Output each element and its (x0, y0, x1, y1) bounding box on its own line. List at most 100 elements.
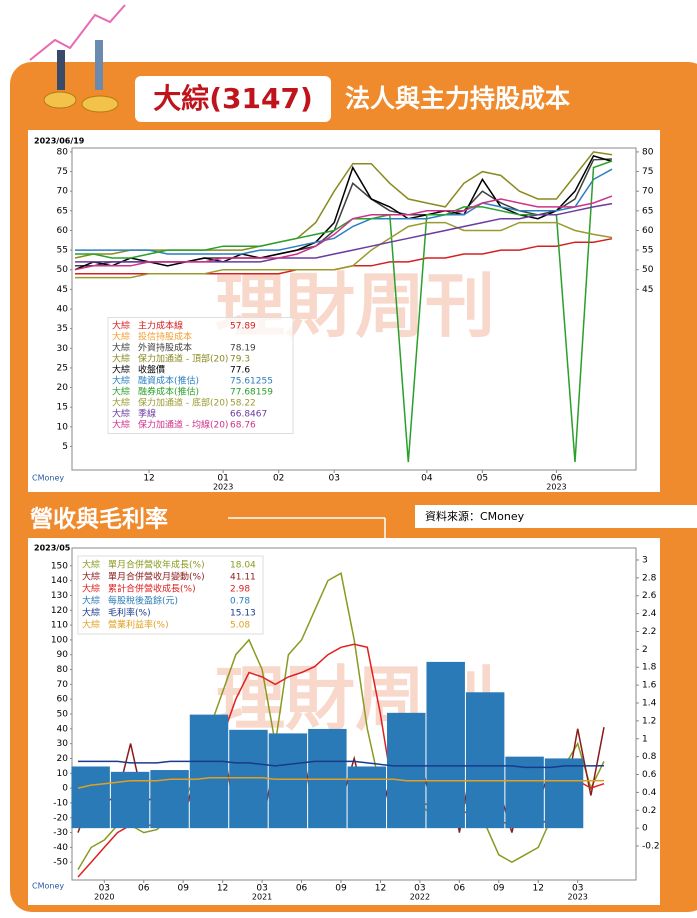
y2-tick-label: 2.6 (642, 591, 657, 601)
y-tick-label: 80 (57, 147, 69, 157)
x-tick-label: 03 (572, 884, 583, 894)
y-tick-label: -20 (53, 813, 68, 823)
legend-company: 大綜 (112, 331, 130, 343)
stock-name: 大綜(3147) (153, 82, 313, 115)
legend-label: 季線 (138, 408, 156, 420)
legend-company: 大綜 (112, 320, 130, 332)
person (95, 40, 103, 90)
x-year-label: 2020 (94, 893, 114, 902)
y-tick-label: 90 (57, 650, 69, 660)
y2-tick-label: 0.4 (642, 788, 657, 798)
header-box (135, 76, 331, 122)
bar (71, 766, 110, 829)
y2-tick-label: 0 (642, 824, 648, 834)
bar (465, 692, 505, 829)
y2-tick-label: -0.2 (642, 842, 660, 852)
legend-value: 5.08 (230, 621, 250, 631)
legend-label: 融資成本(推估) (138, 375, 199, 387)
x-tick-label: 06 (138, 884, 150, 894)
x-tick-label: 02 (273, 474, 284, 484)
legend-value: 18.04 (230, 561, 256, 571)
y2-tick-label: 0.2 (642, 806, 656, 816)
y-tick-label: 45 (57, 285, 68, 295)
legend-label: 主力成本線 (138, 320, 183, 332)
y-tick-label: 20 (57, 383, 69, 393)
x-tick-label: 06 (454, 884, 466, 894)
x-tick-label: 12 (375, 884, 386, 894)
bar (268, 733, 308, 829)
bar (229, 729, 268, 829)
y-tick-label: 60 (57, 226, 69, 236)
legend-company: 大綜 (112, 375, 130, 387)
y2-tick-label: 65 (642, 206, 653, 216)
y2-tick-label: 1 (642, 734, 648, 744)
y-tick-label: 50 (57, 710, 69, 720)
x-tick-label: 01 (217, 474, 228, 484)
y2-tick-label: 1.6 (642, 681, 657, 691)
x-tick-label: 03 (256, 884, 267, 894)
coin (43, 91, 77, 109)
x-tick-label: 09 (493, 884, 505, 894)
x-year-label: 2023 (568, 893, 588, 902)
y-tick-label: 40 (57, 724, 69, 734)
y-tick-label: 80 (57, 665, 69, 675)
legend-label: 保力加通道 - 底部(20) (138, 397, 228, 409)
y2-tick-label: 2 (642, 645, 648, 655)
bar (505, 756, 544, 829)
y-tick-label: 60 (57, 695, 69, 705)
section-title: 營收與毛利率 (30, 506, 168, 533)
legend-company: 大綜 (112, 386, 130, 398)
legend-company: 大綜 (112, 364, 130, 376)
bar (426, 661, 465, 829)
y-tick-label: 30 (57, 344, 69, 354)
y-tick-label: -30 (53, 828, 68, 838)
y2-tick-label: 1.2 (642, 716, 656, 726)
coin (81, 95, 119, 113)
x-tick-label: 04 (421, 474, 433, 484)
y-tick-label: -40 (53, 843, 68, 853)
y2-tick-label: 3 (642, 555, 648, 565)
y-tick-label: 30 (57, 739, 69, 749)
y-tick-label: 65 (57, 206, 68, 216)
legend-label: 投信持股成本 (138, 331, 192, 343)
x-tick-label: 06 (551, 474, 563, 484)
y-tick-label: 140 (51, 576, 68, 586)
line (75, 160, 613, 463)
x-tick-label: 03 (329, 474, 340, 484)
y-tick-label: 75 (57, 167, 68, 177)
y2-tick-label: 55 (642, 246, 653, 256)
line (77, 776, 605, 789)
bar (189, 714, 229, 829)
legend-label: 營業利益率(%) (108, 619, 169, 631)
x-tick-label: 12 (533, 884, 544, 894)
legend-label: 融券成本(推估) (138, 386, 199, 398)
legend-company: 大綜 (112, 342, 130, 354)
x-tick-label: 09 (177, 884, 189, 894)
x-tick-label: 05 (477, 474, 488, 484)
y-tick-label: -50 (53, 858, 68, 868)
y2-tick-label: 1.8 (642, 663, 657, 673)
x-year-label: 2023 (213, 483, 233, 492)
chart-date: 2023/05 (34, 544, 71, 553)
legend-company: 大綜 (82, 619, 100, 631)
y-tick-label: 55 (57, 246, 68, 256)
legend-value: 77.6 (230, 366, 250, 376)
x-year-label: 2023 (546, 483, 566, 492)
legend-value: 58.22 (230, 399, 256, 409)
x-tick-label: 12 (143, 474, 154, 484)
y-tick-label: 110 (51, 621, 68, 631)
legend-value: 79.3 (230, 355, 250, 365)
line (75, 221, 613, 279)
y2-tick-label: 0.6 (642, 770, 657, 780)
legend-box (107, 317, 294, 434)
source: 資料來源：CMoney (425, 509, 525, 523)
legend-box (77, 555, 264, 635)
y-tick-label: 120 (51, 606, 68, 616)
legend-label: 每股稅後盈餘(元) (108, 595, 178, 607)
y2-tick-label: 80 (642, 147, 654, 157)
y2-tick-label: 0.8 (642, 752, 657, 762)
y-tick-label: 35 (57, 324, 68, 334)
legend-value: 78.19 (230, 344, 256, 354)
legend-label: 保力加通道 - 均線(20) (138, 419, 228, 431)
